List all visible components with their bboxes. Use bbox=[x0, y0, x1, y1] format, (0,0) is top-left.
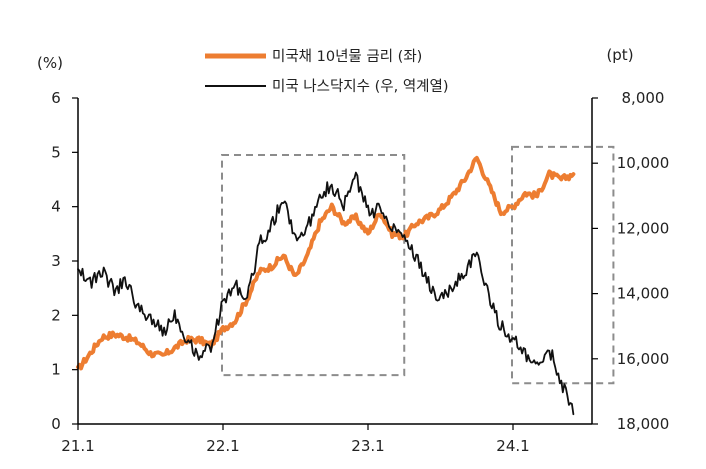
right-tick-label: 12,000 bbox=[617, 219, 670, 237]
left-tick-label: 2 bbox=[51, 306, 61, 324]
right-tick-label: 10,000 bbox=[617, 154, 670, 172]
highlight-box bbox=[511, 145, 615, 385]
legend-label-series-0: 미국채 10년물 금리 (좌) bbox=[272, 48, 422, 65]
left-tick-label: 5 bbox=[51, 143, 61, 161]
series-lines bbox=[76, 155, 576, 416]
x-tick-label: 21.1 bbox=[61, 437, 94, 455]
tick-labels: 0 1 2 3 4 5 6 8,000 10,000 12,000 14,000 16,000 18,0… bbox=[51, 89, 669, 455]
right-axis-unit: (pt) bbox=[606, 46, 633, 64]
right-tick-label: 18,000 bbox=[617, 415, 670, 433]
left-tick-label: 6 bbox=[51, 89, 61, 107]
left-axis-unit: (%) bbox=[37, 54, 63, 72]
right-tick-label: 16,000 bbox=[617, 350, 670, 368]
legend-label-series-1: 미국 나스닥지수 (우, 역계열) bbox=[272, 78, 449, 95]
left-tick-label: 3 bbox=[51, 252, 61, 270]
x-tick-label: 22.1 bbox=[206, 437, 239, 455]
left-tick-label: 0 bbox=[51, 415, 61, 433]
x-tick-label: 23.1 bbox=[351, 437, 384, 455]
series-line-0 bbox=[76, 155, 576, 371]
highlight-box bbox=[221, 154, 406, 377]
left-tick-label: 4 bbox=[51, 198, 61, 216]
left-tick-label: 1 bbox=[51, 361, 61, 379]
series-line-1 bbox=[77, 171, 575, 416]
x-tick-label: 24.1 bbox=[496, 437, 529, 455]
right-tick-label: 14,000 bbox=[617, 285, 670, 303]
legend: 미국채 10년물 금리 (좌) 미국 나스닥지수 (우, 역계열) bbox=[205, 48, 449, 95]
right-tick-label: 8,000 bbox=[622, 89, 665, 107]
highlight-boxes bbox=[221, 145, 615, 385]
